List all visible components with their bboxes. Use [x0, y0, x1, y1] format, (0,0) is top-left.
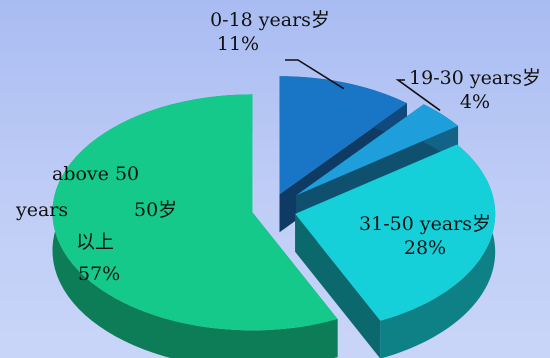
slice-31-50 [295, 144, 496, 358]
slice-31-50-top [295, 144, 496, 321]
slice-above-50 [52, 94, 338, 358]
slice-label-above-50-value: 57% [78, 263, 121, 285]
slice-label-31-50-name: 31-50 years岁 [359, 213, 491, 235]
slice-label-19-30-name: 19-30 years岁 [409, 67, 541, 89]
leader-line-19-30 [395, 79, 441, 112]
slice-label-0-18-value: 11% [216, 33, 260, 55]
slice-label-above-50-part2: years [16, 199, 69, 221]
slice-label-above-50-part4: 以上 [76, 231, 115, 253]
slice-label-0-18: 0-18 years岁 11% [170, 8, 370, 56]
slice-label-above-50-part1: above 50 [52, 163, 140, 185]
slice-label-0-18-name: 0-18 years岁 [210, 9, 330, 31]
slice-above-50-top [52, 94, 338, 331]
slice-31-50-outer-wall [380, 144, 496, 358]
slice-label-above-50-part3: 50岁 [134, 199, 178, 221]
slice-label-19-30: 19-30 years岁 4% [395, 66, 550, 114]
slice-0-18-top [279, 76, 407, 195]
slice-above-50-outer-wall [52, 94, 338, 358]
leader-line-0-18 [285, 59, 345, 90]
slice-label-31-50: 31-50 years岁 28% [340, 212, 510, 260]
slice-19-30-top [296, 104, 459, 196]
slice-label-19-30-value: 4% [459, 91, 491, 113]
slice-label-31-50-value: 28% [403, 237, 447, 259]
slice-31-50-wall-end [295, 213, 381, 358]
